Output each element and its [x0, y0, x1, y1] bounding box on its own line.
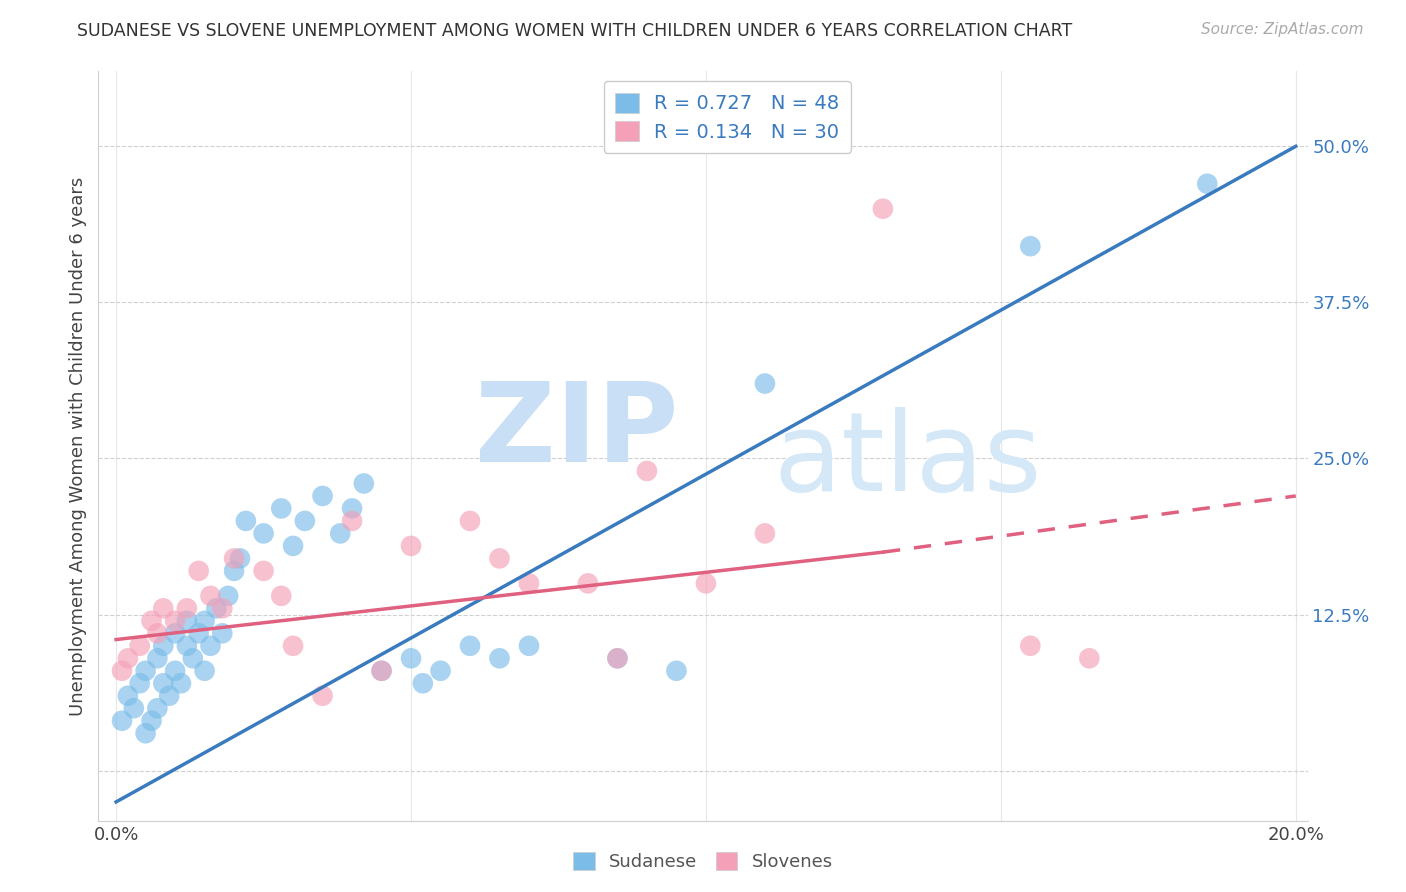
Text: SUDANESE VS SLOVENE UNEMPLOYMENT AMONG WOMEN WITH CHILDREN UNDER 6 YEARS CORRELA: SUDANESE VS SLOVENE UNEMPLOYMENT AMONG W… — [77, 22, 1073, 40]
Point — [399, 651, 422, 665]
Point — [1078, 651, 1101, 665]
Point — [122, 701, 145, 715]
Point — [517, 576, 540, 591]
Legend: R = 0.727   N = 48, R = 0.134   N = 30: R = 0.727 N = 48, R = 0.134 N = 30 — [603, 81, 851, 153]
Point — [176, 614, 198, 628]
Point — [146, 651, 169, 665]
Point — [281, 639, 304, 653]
Point — [370, 664, 392, 678]
Point — [111, 664, 134, 678]
Point — [222, 551, 245, 566]
Point — [176, 639, 198, 653]
Point — [517, 639, 540, 653]
Point — [429, 664, 451, 678]
Point — [311, 689, 333, 703]
Point — [200, 639, 222, 653]
Point — [399, 539, 422, 553]
Point — [252, 564, 274, 578]
Point — [294, 514, 316, 528]
Point — [181, 651, 204, 665]
Point — [458, 639, 481, 653]
Point — [128, 676, 150, 690]
Point — [235, 514, 257, 528]
Point — [135, 664, 157, 678]
Point — [211, 601, 233, 615]
Point — [170, 676, 193, 690]
Point — [141, 714, 163, 728]
Point — [141, 614, 163, 628]
Point — [187, 564, 209, 578]
Text: ZIP: ZIP — [475, 377, 679, 484]
Point — [176, 601, 198, 615]
Y-axis label: Unemployment Among Women with Children Under 6 years: Unemployment Among Women with Children U… — [69, 177, 87, 715]
Point — [194, 664, 217, 678]
Point — [872, 202, 894, 216]
Point — [488, 651, 510, 665]
Point — [217, 589, 239, 603]
Point — [187, 626, 209, 640]
Point — [340, 501, 363, 516]
Point — [340, 514, 363, 528]
Point — [252, 526, 274, 541]
Point — [270, 589, 292, 603]
Point — [1019, 639, 1042, 653]
Legend: Sudanese, Slovenes: Sudanese, Slovenes — [567, 845, 839, 879]
Point — [205, 601, 228, 615]
Point — [152, 601, 174, 615]
Point — [1019, 239, 1042, 253]
Point — [194, 614, 217, 628]
Point — [488, 551, 510, 566]
Point — [152, 676, 174, 690]
Point — [146, 701, 169, 715]
Point — [117, 689, 139, 703]
Point — [606, 651, 628, 665]
Point — [229, 551, 252, 566]
Point — [353, 476, 375, 491]
Point — [157, 689, 180, 703]
Point — [695, 576, 717, 591]
Point — [754, 376, 776, 391]
Point — [111, 714, 134, 728]
Point — [165, 626, 187, 640]
Point — [329, 526, 352, 541]
Point — [412, 676, 434, 690]
Point — [270, 501, 292, 516]
Point — [311, 489, 333, 503]
Point — [636, 464, 658, 478]
Point — [152, 639, 174, 653]
Point — [606, 651, 628, 665]
Point — [128, 639, 150, 653]
Point — [576, 576, 599, 591]
Text: Source: ZipAtlas.com: Source: ZipAtlas.com — [1201, 22, 1364, 37]
Point — [222, 564, 245, 578]
Point — [211, 626, 233, 640]
Point — [146, 626, 169, 640]
Text: atlas: atlas — [773, 408, 1042, 515]
Point — [665, 664, 688, 678]
Point — [200, 589, 222, 603]
Point — [165, 664, 187, 678]
Point — [754, 526, 776, 541]
Point — [458, 514, 481, 528]
Point — [1197, 177, 1219, 191]
Point — [117, 651, 139, 665]
Point — [135, 726, 157, 740]
Point — [165, 614, 187, 628]
Point — [370, 664, 392, 678]
Point — [281, 539, 304, 553]
